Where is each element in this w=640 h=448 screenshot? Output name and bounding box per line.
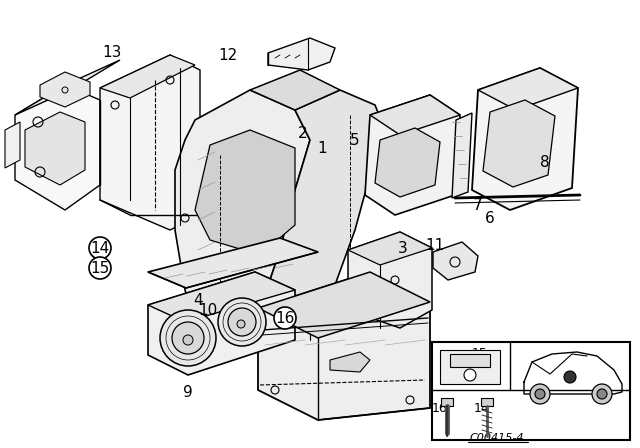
Circle shape <box>592 384 612 404</box>
Polygon shape <box>100 55 195 98</box>
Circle shape <box>564 371 576 383</box>
Text: 6: 6 <box>485 211 495 225</box>
Circle shape <box>597 389 607 399</box>
Polygon shape <box>15 60 120 115</box>
Polygon shape <box>452 113 472 198</box>
Text: 3: 3 <box>398 241 408 255</box>
Text: C00415-4: C00415-4 <box>470 433 524 443</box>
Polygon shape <box>260 90 385 330</box>
Text: 11: 11 <box>426 237 445 253</box>
Polygon shape <box>258 272 430 338</box>
Polygon shape <box>25 112 85 185</box>
Text: 16: 16 <box>275 310 294 326</box>
Polygon shape <box>195 130 295 255</box>
Polygon shape <box>365 95 460 215</box>
Circle shape <box>172 322 204 354</box>
Circle shape <box>274 307 296 329</box>
Text: 2: 2 <box>298 125 308 141</box>
Circle shape <box>89 237 111 259</box>
Polygon shape <box>40 72 90 107</box>
Polygon shape <box>472 68 578 210</box>
Circle shape <box>530 384 550 404</box>
Polygon shape <box>148 272 295 375</box>
Text: 12: 12 <box>218 47 237 63</box>
Text: 8: 8 <box>540 155 550 169</box>
Text: 13: 13 <box>102 44 122 60</box>
Circle shape <box>464 369 476 381</box>
Polygon shape <box>148 272 295 322</box>
Polygon shape <box>250 70 340 110</box>
Text: 14: 14 <box>474 401 490 414</box>
Polygon shape <box>450 354 490 367</box>
Text: 7: 7 <box>473 198 483 212</box>
Polygon shape <box>348 232 432 328</box>
Polygon shape <box>483 100 555 187</box>
Bar <box>432 342 630 440</box>
Polygon shape <box>440 350 500 384</box>
Circle shape <box>183 335 193 345</box>
Polygon shape <box>330 352 370 372</box>
Polygon shape <box>478 68 578 110</box>
Polygon shape <box>15 85 100 210</box>
Polygon shape <box>5 122 20 168</box>
Polygon shape <box>441 398 453 406</box>
Polygon shape <box>348 232 432 265</box>
Polygon shape <box>100 55 200 230</box>
Polygon shape <box>370 95 460 135</box>
Polygon shape <box>148 238 318 288</box>
Text: 10: 10 <box>198 302 218 318</box>
Polygon shape <box>258 272 430 420</box>
Polygon shape <box>433 242 478 280</box>
Polygon shape <box>268 38 335 70</box>
Polygon shape <box>481 398 493 406</box>
Text: 1: 1 <box>317 141 327 155</box>
Circle shape <box>218 298 266 346</box>
Text: 9: 9 <box>183 384 193 400</box>
Polygon shape <box>375 128 440 197</box>
Polygon shape <box>175 90 310 350</box>
Text: 16: 16 <box>432 401 448 414</box>
Text: 15: 15 <box>90 260 109 276</box>
Circle shape <box>237 320 245 328</box>
Circle shape <box>89 257 111 279</box>
Text: 15: 15 <box>472 346 488 359</box>
Text: 14: 14 <box>90 241 109 255</box>
Circle shape <box>160 310 216 366</box>
Circle shape <box>228 308 256 336</box>
Circle shape <box>535 389 545 399</box>
Text: 4: 4 <box>193 293 203 307</box>
Text: 5: 5 <box>350 133 360 147</box>
